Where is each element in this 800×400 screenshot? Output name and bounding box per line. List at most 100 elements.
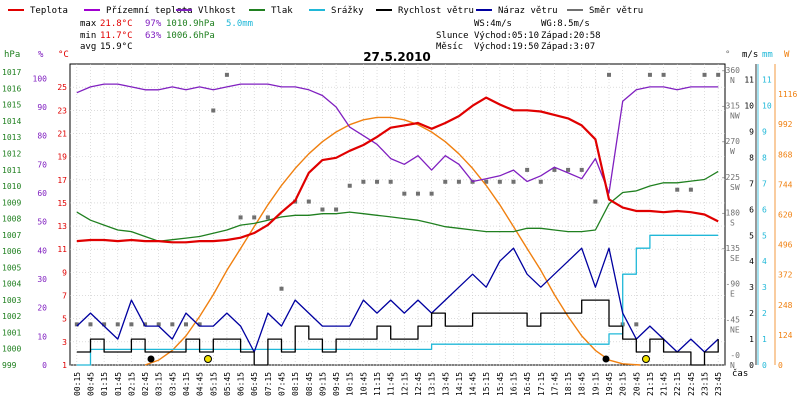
axis-label-wind-dir: °: [725, 50, 730, 60]
series-line-náraz-větru: [76, 247, 719, 353]
tick-x-36: 18:15: [564, 372, 573, 396]
tick-precip-3: 3: [762, 283, 767, 292]
tick-x-10: 05:15: [209, 372, 218, 396]
tick-solar-0: 0: [778, 361, 783, 370]
wind-dir-marker-37: [579, 167, 584, 172]
wind-dir-marker-26: [429, 191, 434, 196]
stat-sun-rise: Východ:05:10: [474, 31, 539, 41]
wind-dir-marker-36: [566, 167, 571, 172]
stat-min-press: 1006.6hPa: [166, 31, 215, 41]
tick-wdir-name-4: S: [730, 218, 735, 227]
tick-x-14: 07:15: [264, 372, 273, 396]
wind-dir-marker-34: [538, 179, 543, 184]
legend-label-3: Tlak: [271, 6, 293, 16]
tick-hpa-14: 1013: [2, 133, 21, 142]
tick-x-7: 03:45: [168, 372, 177, 396]
axis-label-precip: mm: [762, 50, 773, 60]
wind-dir-marker-38: [593, 199, 598, 204]
wind-dir-marker-22: [375, 179, 380, 184]
tick-x-17: 08:45: [305, 372, 314, 396]
wind-dir-marker-25: [415, 191, 420, 196]
wind-dir-marker-0: [74, 322, 79, 327]
wind-dir-marker-14: [265, 215, 270, 220]
wind-dir-marker-12: [238, 215, 243, 220]
sun-moon-markers: [147, 355, 650, 363]
wind-dir-marker-15: [279, 286, 284, 291]
wind-dir-marker-31: [497, 179, 502, 184]
chart-title: 27.5.2010: [363, 50, 431, 64]
tick-precip-9: 9: [762, 127, 767, 136]
wind-dir-marker-35: [552, 167, 557, 172]
tick-hpa-0: 999: [2, 361, 17, 370]
tick-x-25: 12:45: [414, 372, 423, 396]
stat-max-hum: 97%: [145, 19, 162, 29]
legend-label-0: Teplota: [30, 6, 68, 16]
tick-hpa-1: 1000: [2, 345, 21, 354]
stat-max-rain: 5.0mm: [226, 19, 253, 29]
wind-dir-marker-24: [402, 191, 407, 196]
tick-x-28: 14:15: [455, 372, 464, 396]
tick-temp-2: 5: [62, 315, 67, 324]
tick-hpa-7: 1006: [2, 247, 21, 256]
wind-dir-marker-17: [306, 199, 311, 204]
tick-x-13: 06:45: [250, 372, 259, 396]
tick-wdir-2: -90: [726, 280, 741, 289]
tick-wdir-0: -0: [730, 351, 740, 360]
wind-dir-marker-42: [647, 72, 652, 77]
tick-wdir-7: -315: [721, 101, 740, 110]
tick-x-40: 20:15: [619, 372, 628, 396]
tick-hpa-17: 1016: [2, 84, 21, 93]
series-layer: [74, 72, 721, 366]
wind-dir-marker-45: [688, 187, 693, 192]
tick-precip-0: 0: [762, 361, 767, 370]
stat-moon-label: Měsíc: [436, 42, 463, 52]
tick-wdir-name-2: E: [730, 290, 735, 299]
tick-x-45: 22:45: [687, 372, 696, 396]
tick-x-33: 16:45: [523, 372, 532, 396]
left-axes: 1357911131517192123259991000100110021003…: [2, 68, 67, 370]
tick-x-11: 05:45: [223, 372, 232, 396]
tick-wdir-name-1: NE: [730, 325, 740, 334]
tick-x-22: 11:15: [373, 372, 382, 396]
tick-x-4: 02:15: [127, 372, 136, 396]
tick-temp-10: 21: [57, 129, 67, 138]
tick-x-43: 21:45: [660, 372, 669, 396]
tick-hpa-8: 1007: [2, 231, 21, 240]
series-line-rychlost-větru: [76, 299, 719, 366]
axis-label-humidity: %: [38, 50, 44, 60]
wind-dir-marker-4: [129, 322, 134, 327]
wind-dir-marker-7: [170, 322, 175, 327]
stat-max-label: max: [80, 19, 97, 29]
tick-hpa-12: 1011: [2, 166, 21, 175]
tick-wdir-8: -360: [721, 66, 740, 75]
tick-hpa-11: 1010: [2, 182, 21, 191]
tick-solar-5: 620: [778, 211, 793, 220]
tick-x-20: 10:15: [346, 372, 355, 396]
tick-temp-8: 17: [57, 176, 67, 185]
tick-x-44: 22:15: [673, 372, 682, 396]
stats-block: max 21.8°C 97% 1010.9hPa 5.0mm min 11.7°…: [80, 19, 601, 52]
x-axis: 00:15 00:45 01:15 01:45 02:15 02:45 03:15 03:45…: [73, 372, 723, 396]
stat-avg-temp: 15.9°C: [100, 42, 133, 52]
wind-dir-marker-1: [88, 322, 93, 327]
wind-dir-marker-27: [443, 179, 448, 184]
stat-min-label: min: [80, 31, 96, 41]
stat-min-hum: 63%: [145, 31, 162, 41]
tick-speed-2: 2: [749, 309, 754, 318]
tick-speed-9: 9: [749, 127, 754, 136]
tick-hpa-2: 1001: [2, 328, 21, 337]
tick-hum-2: 20: [37, 304, 47, 313]
tick-precip-6: 6: [762, 205, 767, 214]
stat-min-temp: 11.7°C: [100, 31, 133, 41]
tick-x-42: 21:15: [646, 372, 655, 396]
tick-speed-4: 4: [749, 257, 754, 266]
wind-dir-marker-2: [102, 322, 107, 327]
tick-x-1: 00:45: [86, 372, 95, 396]
tick-x-47: 23:45: [714, 372, 723, 396]
tick-x-16: 08:15: [291, 372, 300, 396]
wind-dir-marker-30: [484, 179, 489, 184]
tick-hum-0: 0: [42, 361, 47, 370]
wind-dir-marker-23: [388, 179, 393, 184]
legend-label-6: Náraz větru: [498, 6, 558, 16]
tick-wdir-5: -225: [721, 173, 740, 182]
